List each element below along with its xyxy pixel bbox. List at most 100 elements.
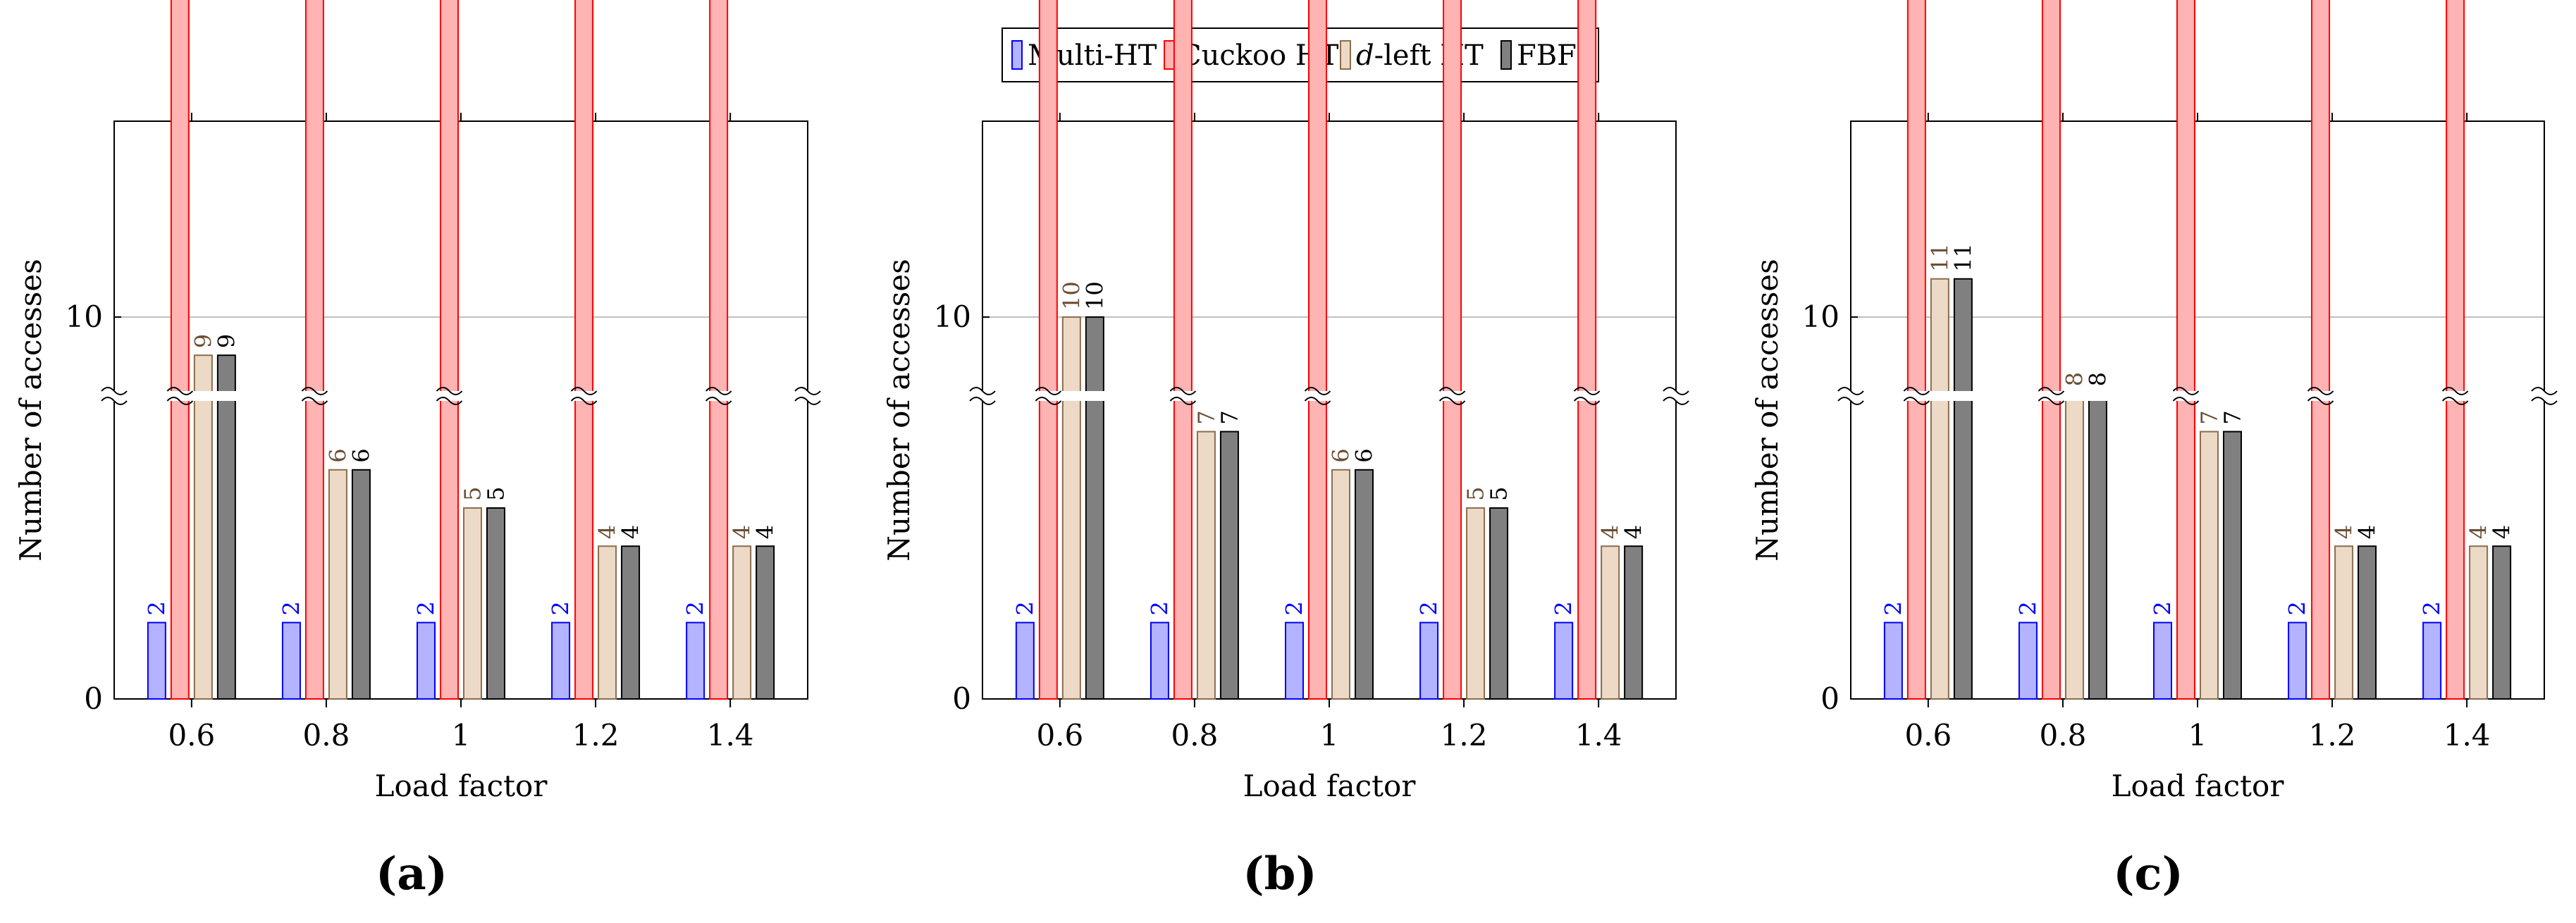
axis-break-mark (1573, 397, 1601, 405)
bar-fbf (756, 545, 775, 700)
axis-break-mark (1663, 397, 1689, 405)
axis-break-mark (1837, 387, 1864, 395)
y-tick-label: 10 (934, 299, 971, 334)
legend-swatch (1500, 40, 1512, 70)
data-label-multi-ht: 2 (143, 601, 170, 615)
bar-cuckoo-ht (2311, 0, 2331, 700)
bar-fbf (2223, 430, 2242, 700)
axis-break-mark (1438, 397, 1466, 405)
axis-break-mark (1304, 387, 1331, 395)
bar-fbf (621, 545, 641, 700)
bar-multi-ht (2288, 621, 2307, 700)
axis-break-mark (705, 387, 732, 395)
bar-fbf (1085, 316, 1104, 700)
data-label-dleft-ht: 7 (1193, 410, 1219, 424)
legend-label-italic: d (1356, 39, 1374, 72)
bar-multi-ht (2018, 621, 2038, 700)
data-label-dleft-ht: 5 (1462, 487, 1489, 501)
y-tick-label: 10 (66, 299, 103, 334)
axis-break-mark (2531, 397, 2558, 405)
x-tick-label: 1.2 (572, 718, 620, 752)
data-label-multi-ht: 2 (682, 601, 709, 615)
axis-break-mark (1573, 387, 1601, 395)
axis-break-mark (705, 397, 732, 405)
x-axis-title: Load factor (375, 769, 548, 803)
y-tick-label: 0 (1820, 681, 1839, 716)
legend-label: d-left HT (1356, 39, 1484, 72)
bar-multi-ht (1419, 621, 1439, 700)
bar-fbf (2492, 545, 2512, 700)
data-label-multi-ht: 2 (413, 601, 440, 615)
data-label-fbf: 6 (347, 448, 374, 462)
bar-dleft-ht (2064, 392, 2084, 700)
axis-break-mark (1035, 397, 1062, 405)
bar-cuckoo-ht (1906, 0, 1926, 700)
axis-break-mark (2531, 387, 2558, 395)
axis-break-mark (2441, 397, 2469, 405)
data-label-fbf: 4 (2354, 525, 2381, 539)
y-axis-title: Number of accesses (1750, 259, 1785, 561)
data-label-multi-ht: 2 (2150, 601, 2176, 615)
legend-swatch (1340, 40, 1351, 70)
bar-multi-ht (281, 621, 301, 700)
x-axis-title: Load factor (1243, 769, 1417, 803)
legend-box (1002, 27, 1599, 82)
x-tick-label: 0.6 (168, 718, 215, 752)
bar-multi-ht (1883, 621, 1903, 700)
y-axis-title: Number of accesses (882, 259, 916, 561)
bar-cuckoo-ht (1577, 0, 1597, 700)
bar-dleft-ht (1930, 278, 1949, 700)
data-label-dleft-ht: 8 (2061, 372, 2088, 386)
legend-swatch (1011, 40, 1023, 70)
chart-panel-3: 01020222229567487725527561187441187440.6… (1750, 0, 2558, 900)
axis-break-mark (794, 397, 821, 405)
data-label-multi-ht: 2 (1146, 601, 1173, 615)
bar-multi-ht (551, 621, 571, 700)
axis-break-mark (2441, 387, 2469, 395)
bar-dleft-ht (1061, 316, 1081, 700)
axis-break-mark (969, 387, 996, 395)
legend: Multi-HT Cuckoo HT d-left HT FBF (1002, 27, 1599, 82)
bar-cuckoo-ht (2446, 0, 2465, 700)
bar-cuckoo-ht (440, 0, 459, 700)
axis-break-mark (570, 387, 598, 395)
x-tick-label: 1.4 (707, 718, 754, 752)
x-tick-label: 1 (1320, 718, 1339, 752)
legend-swatch (1164, 40, 1175, 70)
data-label-fbf: 10 (1081, 281, 1108, 310)
axis-break-mark (1438, 387, 1466, 395)
bar-dleft-ht (598, 545, 617, 700)
data-label-dleft-ht: 4 (594, 525, 621, 539)
bar-dleft-ht (193, 354, 213, 700)
data-label-multi-ht: 2 (2284, 601, 2311, 615)
y-tick-label: 10 (1802, 299, 1839, 334)
axis-break-mark (2172, 387, 2200, 395)
axis-break-mark (1035, 387, 1062, 395)
data-label-fbf: 5 (1486, 487, 1512, 501)
panel-label: (a) (376, 848, 448, 900)
bar-dleft-ht (732, 545, 752, 700)
panel-label: (b) (1243, 848, 1317, 900)
axis-break-gap (1842, 391, 2553, 401)
bar-fbf (1489, 507, 1509, 700)
data-label-dleft-ht: 6 (324, 448, 351, 462)
bar-cuckoo-ht (1038, 0, 1058, 700)
data-label-dleft-ht: 4 (729, 525, 756, 539)
axis-break-mark (2038, 387, 2065, 395)
axis-break-mark (2307, 397, 2334, 405)
bar-multi-ht (1285, 621, 1304, 700)
data-label-multi-ht: 2 (2419, 601, 2446, 615)
data-label-fbf: 4 (2489, 525, 2515, 539)
data-label-multi-ht: 2 (278, 601, 304, 615)
bar-cuckoo-ht (1308, 0, 1327, 700)
bar-dleft-ht (1196, 430, 1216, 700)
data-label-multi-ht: 2 (1011, 601, 1038, 615)
data-label-multi-ht: 2 (1880, 601, 1906, 615)
chart-panel-1: 010202222230440427622826496544965440.60.… (13, 0, 821, 900)
data-label-fbf: 7 (1216, 410, 1243, 424)
data-label-multi-ht: 2 (548, 601, 574, 615)
x-tick-label: 0.8 (303, 718, 350, 752)
bar-multi-ht (1554, 621, 1574, 700)
x-tick-label: 0.6 (1904, 718, 1952, 752)
